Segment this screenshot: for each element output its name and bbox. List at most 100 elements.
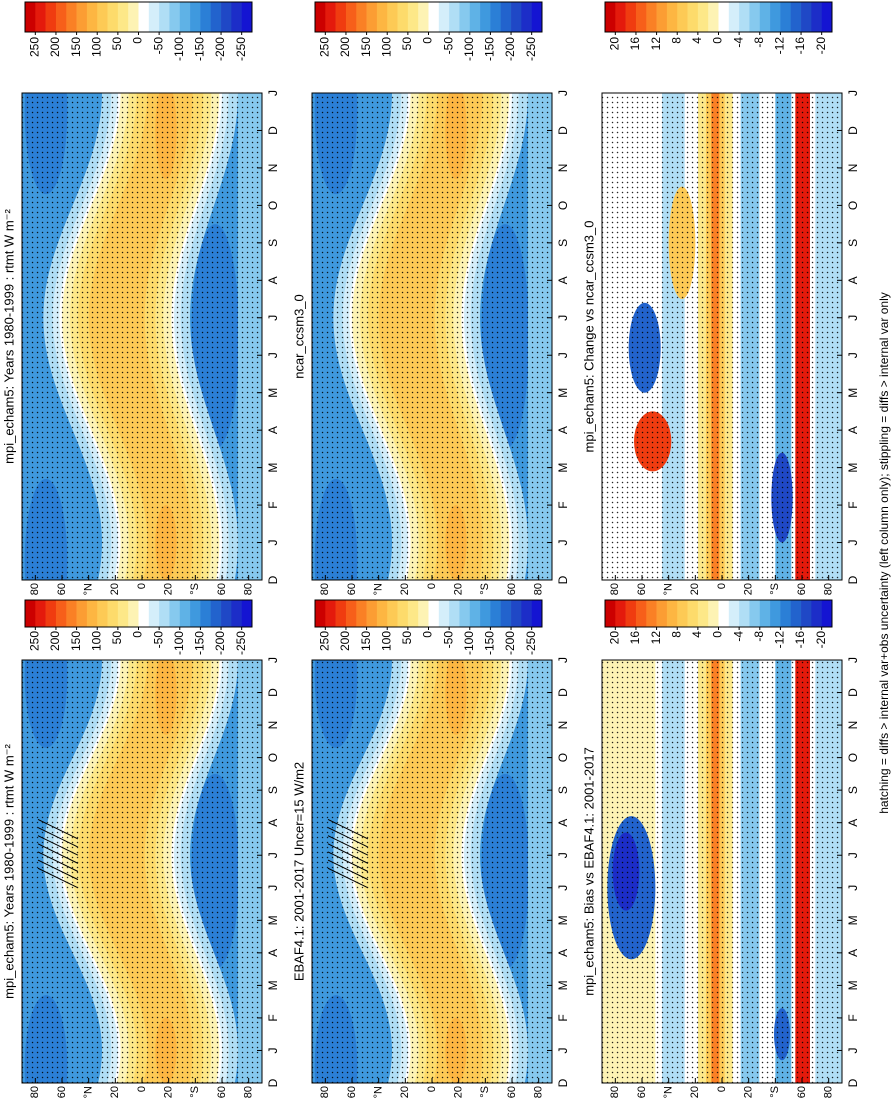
x-tick-label: J	[846, 885, 860, 891]
colorbar-label: -150	[483, 631, 497, 655]
colorbar-swatch	[407, 2, 419, 32]
y-tick-label: 80	[823, 1086, 835, 1098]
colorbar-swatch	[490, 2, 502, 32]
colorbar-swatch	[325, 600, 336, 627]
y-tick-label: °N	[373, 583, 385, 595]
colorbar-swatch	[200, 2, 212, 32]
colorbar-swatch	[231, 2, 242, 32]
colorbar-swatch	[770, 2, 781, 32]
x-tick-label: M	[556, 463, 570, 473]
x-tick-label: J	[556, 315, 570, 321]
colorbar-swatch	[169, 2, 181, 32]
y-tick-label: 20	[743, 1086, 755, 1098]
colorbar-swatch	[749, 600, 761, 627]
colorbar-swatch	[35, 2, 46, 32]
colorbar-swatch	[677, 2, 688, 32]
colorbar-swatch	[148, 2, 160, 32]
y-tick-label: 80	[243, 1086, 255, 1098]
x-tick-label: A	[846, 276, 860, 284]
x-tick-label: A	[266, 949, 280, 957]
colorbar-swatch	[190, 600, 201, 627]
colorbar-label: 50	[110, 37, 124, 51]
y-tick-label: 0	[136, 1086, 148, 1092]
panel-title: EBAF4.1: 2001-2017 Uncer=15 W/m2	[291, 762, 306, 981]
x-tick-label: A	[846, 819, 860, 827]
contour-field	[312, 660, 552, 1083]
x-tick-label: J	[846, 1047, 860, 1053]
colorbar-swatch	[117, 2, 129, 32]
hatching	[327, 843, 369, 864]
y-tick-label: 20	[689, 583, 701, 595]
colorbar-label: 20	[607, 631, 621, 645]
colorbar-label: 4	[690, 631, 704, 638]
colorbar-swatch	[335, 2, 347, 32]
x-tick-label: M	[846, 980, 860, 990]
colorbar-swatch	[687, 600, 699, 627]
y-tick-label: 80	[533, 1086, 545, 1098]
panel-title: mpi_echam5: Change vs ncar_ccsm3_0	[581, 221, 596, 453]
x-tick-label: D	[266, 1078, 280, 1087]
x-tick-label: J	[556, 352, 570, 358]
colorbar-label: -150	[483, 37, 497, 61]
colorbar-label: 50	[110, 631, 124, 645]
y-tick-label: 60	[506, 1086, 518, 1098]
y-tick-label: °S	[769, 583, 781, 595]
colorbar-swatch	[376, 600, 388, 627]
colorbar-swatch	[615, 600, 626, 627]
colorbar-swatch	[718, 600, 730, 627]
colorbar-swatch	[821, 2, 833, 32]
colorbar-swatch	[511, 600, 522, 627]
hatching	[327, 835, 369, 856]
x-tick-label: D	[846, 1078, 860, 1087]
y-tick-label: 20	[743, 583, 755, 595]
colorbar-label: 100	[89, 37, 103, 57]
x-tick-label: J	[266, 90, 280, 96]
colorbar-label: 0	[131, 37, 145, 44]
y-tick-label: 80	[29, 1086, 41, 1098]
colorbar-label: 16	[628, 631, 642, 645]
y-tick-label: 20	[399, 1086, 411, 1098]
colorbar-label: -50	[441, 631, 455, 649]
colorbar-swatch	[200, 600, 212, 627]
x-tick-label: N	[556, 721, 570, 730]
colorbar-swatch	[521, 600, 532, 627]
colorbar-label: -250	[234, 631, 248, 655]
colorbar-swatch	[790, 600, 802, 627]
hatching	[37, 867, 79, 889]
stippling	[312, 660, 552, 1083]
x-tick-label: D	[846, 688, 860, 697]
y-tick-label: 80	[243, 583, 255, 595]
colorbar-swatch	[656, 2, 668, 32]
x-tick-label: D	[266, 126, 280, 135]
x-tick-label: F	[556, 1014, 570, 1021]
x-tick-label: J	[846, 90, 860, 96]
x-tick-label: M	[846, 463, 860, 473]
colorbar-swatch	[708, 2, 719, 32]
y-tick-label: °S	[189, 583, 201, 595]
x-tick-label: M	[266, 980, 280, 990]
hatching	[37, 851, 79, 872]
x-tick-label: D	[556, 688, 570, 697]
colorbar-label: 100	[379, 631, 393, 651]
colorbar-label: -100	[172, 37, 186, 61]
footnote: hatching = diffs > internal var+obs unce…	[877, 292, 891, 814]
panel: mpi_echam5: Change vs ncar_ccsm3_0 D J F M A M…	[581, 1, 860, 595]
colorbar-label: -20	[814, 37, 828, 55]
x-tick-label: A	[266, 426, 280, 434]
colorbar-label: -250	[234, 37, 248, 61]
colorbar-swatch	[138, 600, 150, 627]
colorbar-label: 20	[607, 37, 621, 51]
x-tick-label: J	[846, 315, 860, 321]
colorbar-label: 100	[379, 37, 393, 57]
y-tick-label: °N	[663, 1086, 675, 1098]
colorbar-swatch	[25, 2, 36, 32]
colorbar-swatch	[366, 600, 378, 627]
colorbar-label: 150	[359, 37, 373, 57]
colorbar-swatch	[625, 2, 637, 32]
colorbar-swatch	[55, 600, 67, 627]
colorbar-swatch	[128, 2, 139, 32]
colorbar-swatch	[531, 600, 543, 627]
colorbar-label: -50	[151, 37, 165, 55]
x-tick-label: O	[556, 201, 570, 210]
